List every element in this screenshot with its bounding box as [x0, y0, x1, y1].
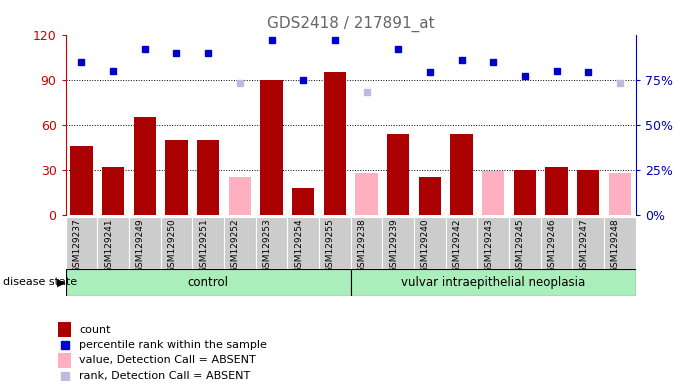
Bar [292, 188, 314, 215]
Bar [192, 217, 224, 269]
Text: GSM129240: GSM129240 [421, 218, 430, 273]
Bar [451, 134, 473, 215]
Text: GSM129245: GSM129245 [516, 218, 525, 273]
Text: GSM129250: GSM129250 [167, 218, 176, 273]
Bar [229, 177, 251, 215]
Bar [477, 217, 509, 269]
Bar [256, 217, 287, 269]
Text: GSM129253: GSM129253 [263, 218, 272, 273]
Bar [609, 173, 631, 215]
Text: GSM129241: GSM129241 [104, 218, 113, 273]
Bar [572, 217, 604, 269]
Bar [70, 146, 93, 215]
Text: GSM129249: GSM129249 [136, 218, 145, 273]
Text: GSM129251: GSM129251 [199, 218, 208, 273]
Bar [446, 217, 477, 269]
Bar [224, 217, 256, 269]
Text: GSM129248: GSM129248 [611, 218, 620, 273]
Bar [66, 217, 97, 269]
Text: GSM129242: GSM129242 [453, 218, 462, 273]
Bar [514, 170, 536, 215]
Bar [350, 269, 636, 296]
Text: vulvar intraepithelial neoplasia: vulvar intraepithelial neoplasia [401, 276, 585, 289]
Bar [129, 217, 160, 269]
Bar [160, 217, 192, 269]
Bar [287, 217, 319, 269]
Bar [482, 171, 504, 215]
Text: GSM129254: GSM129254 [294, 218, 303, 273]
Text: GSM129238: GSM129238 [357, 218, 366, 273]
Bar [387, 134, 409, 215]
Title: GDS2418 / 217891_at: GDS2418 / 217891_at [267, 16, 435, 32]
Bar [58, 353, 70, 368]
Text: GSM129246: GSM129246 [547, 218, 556, 273]
Bar [355, 173, 377, 215]
Bar [66, 269, 350, 296]
Text: rank, Detection Call = ABSENT: rank, Detection Call = ABSENT [79, 371, 250, 381]
Text: count: count [79, 325, 111, 335]
Bar [509, 217, 540, 269]
Bar [134, 117, 156, 215]
Bar [102, 167, 124, 215]
Text: GSM129243: GSM129243 [484, 218, 493, 273]
Text: percentile rank within the sample: percentile rank within the sample [79, 340, 267, 350]
Text: GSM129239: GSM129239 [389, 218, 398, 273]
Bar [545, 167, 567, 215]
Text: GSM129247: GSM129247 [579, 218, 588, 273]
Text: GSM129252: GSM129252 [231, 218, 240, 273]
Bar [319, 217, 350, 269]
Text: control: control [188, 276, 229, 289]
Bar [414, 217, 446, 269]
Bar [604, 217, 636, 269]
Bar [97, 217, 129, 269]
Text: disease state: disease state [3, 277, 77, 287]
Text: GSM129237: GSM129237 [73, 218, 82, 273]
Bar [540, 217, 572, 269]
Bar [382, 217, 414, 269]
Text: GSM129255: GSM129255 [326, 218, 335, 273]
Text: ▶: ▶ [57, 277, 66, 287]
Bar [165, 140, 187, 215]
Bar [350, 217, 382, 269]
Bar [197, 140, 219, 215]
Bar [577, 170, 599, 215]
Text: value, Detection Call = ABSENT: value, Detection Call = ABSENT [79, 356, 256, 366]
Bar [58, 323, 70, 337]
Bar [261, 80, 283, 215]
Bar [419, 177, 441, 215]
Bar [324, 72, 346, 215]
